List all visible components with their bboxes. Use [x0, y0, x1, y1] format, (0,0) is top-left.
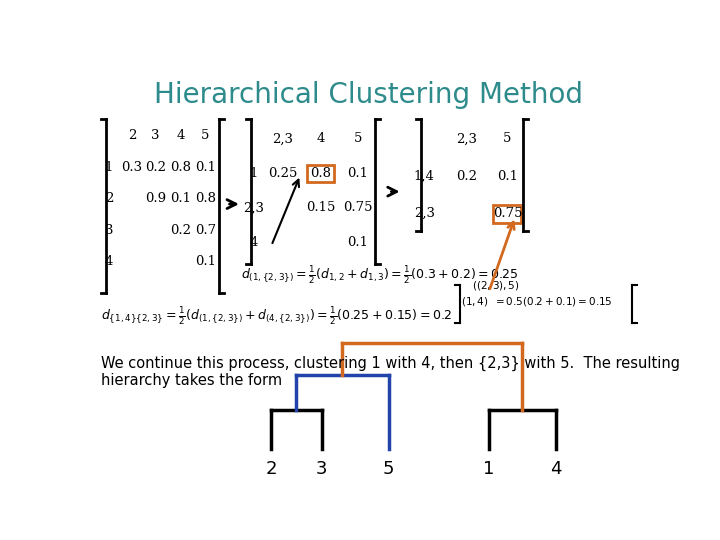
- Text: 0.2: 0.2: [145, 160, 166, 173]
- Text: 3: 3: [151, 129, 160, 142]
- Text: 0.1: 0.1: [195, 255, 216, 268]
- Text: 4: 4: [316, 132, 325, 145]
- Text: $(1,4) \;\; = 0.5(0.2+0.1) = 0.15$: $(1,4) \;\; = 0.5(0.2+0.1) = 0.15$: [461, 295, 613, 308]
- Text: 0.1: 0.1: [171, 192, 192, 205]
- Text: 2,3: 2,3: [456, 132, 477, 145]
- Text: 3: 3: [104, 224, 113, 237]
- Text: 0.1: 0.1: [497, 170, 518, 183]
- Text: 0.8: 0.8: [195, 192, 216, 205]
- Text: 0.75: 0.75: [343, 201, 372, 214]
- Text: 0.15: 0.15: [306, 201, 335, 214]
- Text: 0.7: 0.7: [195, 224, 216, 237]
- Text: 5: 5: [354, 132, 362, 145]
- Text: 4: 4: [105, 255, 113, 268]
- Text: Hierarchical Clustering Method: Hierarchical Clustering Method: [155, 82, 583, 110]
- Text: 2,3: 2,3: [272, 132, 293, 145]
- Text: 3: 3: [316, 460, 328, 478]
- Text: 0.75: 0.75: [492, 207, 522, 220]
- Text: 2: 2: [127, 129, 136, 142]
- Text: 0.9: 0.9: [145, 192, 166, 205]
- Text: 0.8: 0.8: [171, 160, 192, 173]
- Text: 1: 1: [483, 460, 495, 478]
- Text: $((2,3),5)$: $((2,3),5)$: [472, 279, 520, 292]
- Text: 0.1: 0.1: [347, 167, 369, 180]
- Text: 2: 2: [105, 192, 113, 205]
- Text: 1,4: 1,4: [414, 170, 435, 183]
- Text: 2,3: 2,3: [243, 201, 264, 214]
- Text: $d_{(1,\{2,3\})} = \frac{1}{2}(d_{1,2}+d_{1,3}) = \frac{1}{2}(0.3+0.2) = 0.25$: $d_{(1,\{2,3\})} = \frac{1}{2}(d_{1,2}+d…: [240, 264, 518, 286]
- Text: 0.2: 0.2: [171, 224, 192, 237]
- Text: 0.2: 0.2: [456, 170, 477, 183]
- Text: 2: 2: [266, 460, 277, 478]
- Text: 5: 5: [383, 460, 395, 478]
- Text: 0.1: 0.1: [195, 160, 216, 173]
- Text: 1: 1: [105, 160, 113, 173]
- Text: 1: 1: [250, 167, 258, 180]
- Text: 0.8: 0.8: [310, 167, 331, 180]
- Text: 2,3: 2,3: [414, 207, 435, 220]
- Text: 4: 4: [250, 236, 258, 249]
- Text: 0.3: 0.3: [121, 160, 143, 173]
- Text: 4: 4: [177, 129, 185, 142]
- Text: We continue this process, clustering 1 with 4, then {2,3} with 5.  The resulting: We continue this process, clustering 1 w…: [101, 356, 680, 388]
- Text: $d_{\{1,4\}\{2,3\}} = \frac{1}{2}(d_{(1,\{2,3\})}+d_{(4,\{2,3\})}) = \frac{1}{2}: $d_{\{1,4\}\{2,3\}} = \frac{1}{2}(d_{(1,…: [101, 306, 452, 327]
- Text: 0.1: 0.1: [347, 236, 369, 249]
- Text: 4: 4: [550, 460, 562, 478]
- Text: 0.25: 0.25: [268, 167, 297, 180]
- Text: 5: 5: [202, 129, 210, 142]
- Text: 5: 5: [503, 132, 512, 145]
